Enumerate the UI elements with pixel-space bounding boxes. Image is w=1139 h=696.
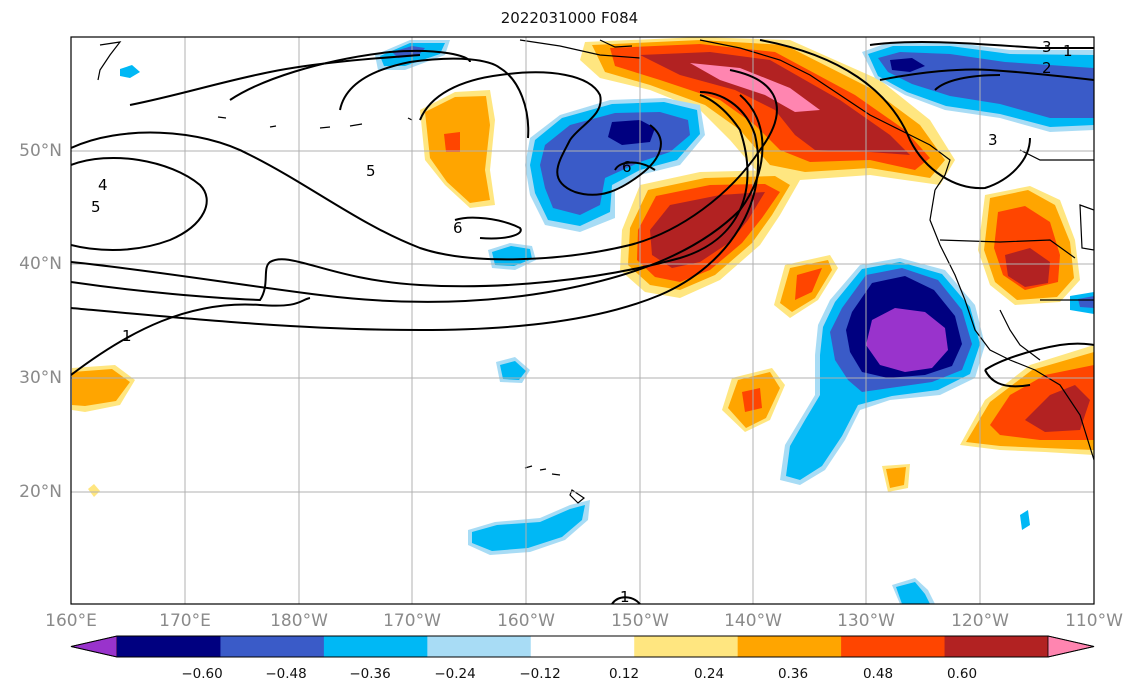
lat-label: 40°N	[19, 254, 62, 274]
positive-anomaly-mexico	[960, 345, 1094, 455]
colorbar-tick-label: −0.12	[519, 666, 561, 682]
colorbar-tick-label: 0.48	[862, 666, 894, 682]
colorbar-tick-label: 0.36	[777, 666, 809, 682]
map-title: 2022031000 F084	[500, 9, 639, 27]
negative-anomaly-canada	[862, 42, 1094, 132]
positive-anomaly-nw-pacific	[420, 90, 495, 208]
contour-label: 5	[91, 198, 101, 216]
colorbar-tick-label: −0.24	[434, 666, 476, 682]
colorbar-tick-label: −0.48	[265, 666, 307, 682]
colorbar-tick-label: 0.60	[946, 666, 978, 682]
negative-anomaly-small-blobs	[468, 243, 1094, 604]
lat-label: 50°N	[19, 141, 62, 161]
map-gridlines	[71, 37, 1094, 604]
contour-label: 3	[988, 131, 998, 149]
lon-label: 140°W	[724, 611, 782, 631]
lon-label: 110°W	[1065, 611, 1123, 631]
contour-label: 5	[366, 162, 376, 180]
lon-label: 120°W	[951, 611, 1009, 631]
negative-anomaly-north-small	[120, 40, 450, 78]
coastlines	[97, 39, 1094, 504]
lon-label: 170°E	[159, 611, 211, 631]
contour-label: 3	[1042, 38, 1052, 56]
contour-label: 6	[453, 219, 463, 237]
contour-label: 6	[622, 158, 632, 176]
lat-label: 20°N	[19, 482, 62, 502]
contour-label: 1	[122, 327, 132, 345]
colorbar-tick-label: −0.60	[181, 666, 223, 682]
lon-label: 130°W	[837, 611, 895, 631]
contour-labels: 1 4 5 5 6 6 1 1 3 3 2	[91, 38, 1073, 606]
height-contours	[71, 39, 1094, 604]
lon-label: 160°W	[497, 611, 555, 631]
contour-label: 1	[620, 588, 630, 606]
lon-label: 180°W	[270, 611, 328, 631]
contour-label: 4	[98, 176, 108, 194]
lon-label: 160°E	[45, 611, 97, 631]
colorbar-tick-label: 0.12	[608, 666, 640, 682]
lon-label: 170°W	[383, 611, 441, 631]
contour-label: 2	[1042, 59, 1052, 77]
lat-label: 30°N	[19, 368, 62, 388]
positive-anomaly-western-us	[978, 186, 1080, 305]
positive-anomaly-gulf-of-alaska	[580, 37, 955, 185]
contour-label: 1	[1063, 42, 1073, 60]
colorbar-tick-label: 0.24	[693, 666, 725, 682]
lon-label: 150°W	[611, 611, 669, 631]
colorbar-tick-label: −0.36	[349, 666, 391, 682]
plot-frame	[70, 36, 1095, 605]
